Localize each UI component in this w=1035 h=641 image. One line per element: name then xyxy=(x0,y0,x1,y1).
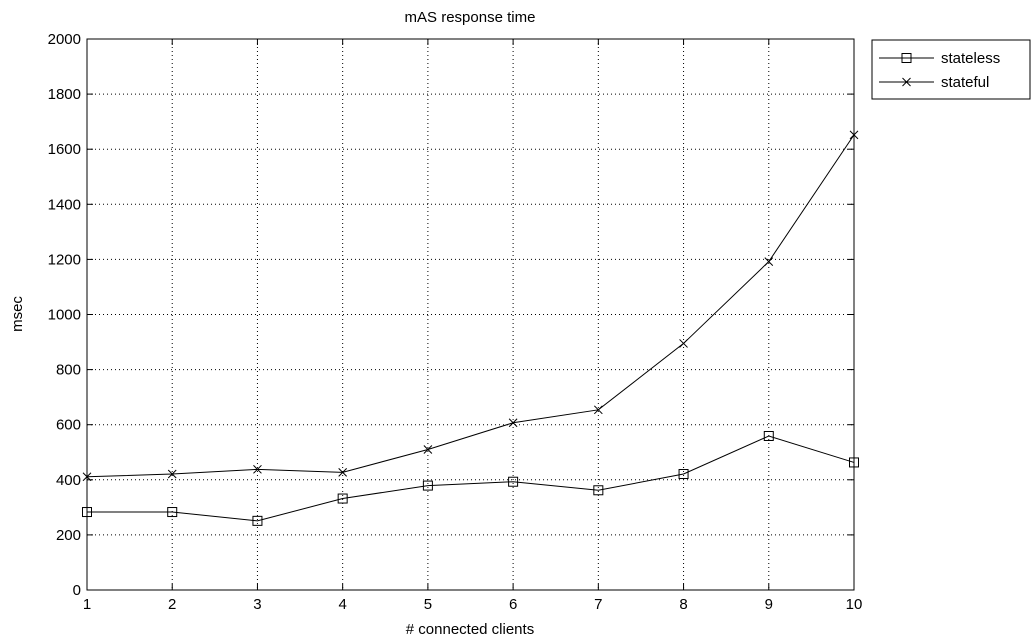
data-point-stateful-stroke xyxy=(764,257,774,266)
x-tick-label: 10 xyxy=(846,596,863,613)
data-point-stateful-stroke xyxy=(849,130,859,140)
series-line-stateful xyxy=(86,134,855,478)
x-tick-label: 4 xyxy=(338,596,346,613)
plot-area xyxy=(86,38,855,591)
x-tick-label: 2 xyxy=(168,596,176,613)
axis-ticks: 1 2 3 4 5 6 7 8 9 10 0 200 400 600 800 1000 1200 1400 1600… xyxy=(48,31,863,613)
legend-marker-stateless xyxy=(901,53,912,63)
y-tick-label: 1600 xyxy=(48,141,81,158)
data-point-stateless xyxy=(763,430,774,441)
data-point-stateful xyxy=(508,418,518,428)
data-point-stateful xyxy=(849,130,859,140)
grid-lines xyxy=(87,39,854,590)
y-axis-label: msec xyxy=(9,296,26,332)
y-tick-label: 1400 xyxy=(48,196,81,213)
y-tick-label: 1200 xyxy=(48,251,81,268)
x-tick-label: 3 xyxy=(253,596,261,613)
series-line-stateless xyxy=(87,435,855,522)
data-point-stateful-stroke xyxy=(253,464,262,474)
data-point-stateful-stroke xyxy=(82,472,92,482)
data-point-stateful xyxy=(764,257,774,266)
legend: stateless stateful xyxy=(871,39,1031,100)
data-point-stateless xyxy=(337,493,348,504)
data-point-stateless xyxy=(167,507,178,518)
x-tick-label: 5 xyxy=(424,596,432,613)
x-tick-label: 6 xyxy=(509,596,517,613)
data-point-stateless xyxy=(849,457,859,468)
legend-label-stateless: stateless xyxy=(941,50,1000,67)
data-point-stateful xyxy=(423,445,433,454)
data-point-stateful xyxy=(167,469,177,479)
series-group xyxy=(82,130,859,526)
y-tick-label: 200 xyxy=(56,527,81,544)
legend-box xyxy=(871,39,1031,100)
x-tick-label: 9 xyxy=(765,596,773,613)
data-point-stateful xyxy=(82,472,92,482)
x-tick-label: 7 xyxy=(594,596,602,613)
y-tick-label: 600 xyxy=(56,417,81,434)
data-point-stateful xyxy=(679,339,688,348)
data-point-stateful-stroke xyxy=(508,418,518,428)
x-axis-label: # connected clients xyxy=(406,621,534,638)
data-point-stateless xyxy=(678,469,689,480)
y-tick-label: 800 xyxy=(56,362,81,379)
legend-marker-stateful-stroke xyxy=(902,77,911,87)
data-point-stateful-stroke xyxy=(338,468,348,477)
data-point-stateful xyxy=(593,405,603,415)
legend-label-stateful: stateful xyxy=(941,74,989,91)
y-tick-label: 2000 xyxy=(48,31,81,48)
data-point-stateless xyxy=(252,515,263,526)
y-tick-label: 1000 xyxy=(48,307,81,324)
data-point-stateful-stroke xyxy=(593,405,603,415)
y-tick-label: 400 xyxy=(56,472,81,489)
legend-marker-stateful xyxy=(902,77,911,87)
data-point-stateful-stroke xyxy=(167,469,177,479)
y-tick-label: 1800 xyxy=(48,86,81,103)
data-point-stateful-stroke xyxy=(423,445,433,454)
data-point-stateless xyxy=(422,480,433,491)
x-tick-label: 8 xyxy=(679,596,687,613)
data-point-stateful xyxy=(253,464,262,474)
data-point-stateful xyxy=(338,468,348,477)
data-point-stateless xyxy=(82,507,92,518)
chart-title: mAS response time xyxy=(405,9,536,26)
y-tick-label: 0 xyxy=(73,582,81,599)
data-point-stateless xyxy=(593,485,604,496)
data-point-stateless xyxy=(508,476,519,487)
data-point-stateful-stroke xyxy=(679,339,688,348)
x-tick-label: 1 xyxy=(83,596,91,613)
